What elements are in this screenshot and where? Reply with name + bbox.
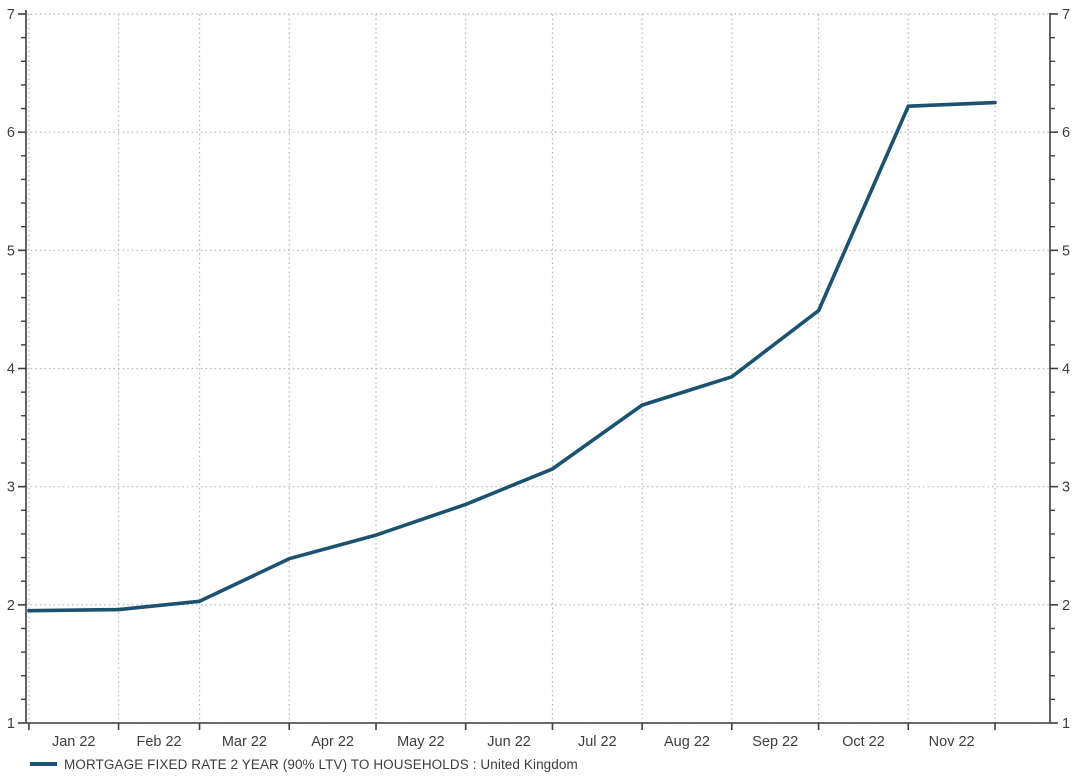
legend: MORTGAGE FIXED RATE 2 YEAR (90% LTV) TO … <box>30 756 578 772</box>
x-tick-label: Nov 22 <box>929 734 975 750</box>
x-tick-label: Jan 22 <box>52 734 96 750</box>
x-tick-label: Aug 22 <box>664 734 710 750</box>
y-tick-label-right: 4 <box>1062 362 1070 378</box>
y-tick-label-right: 3 <box>1062 480 1070 496</box>
y-tick-label-left: 2 <box>7 598 15 614</box>
x-tick-label: Jul 22 <box>578 734 617 750</box>
y-tick-label-right: 6 <box>1062 125 1070 141</box>
y-tick-label-left: 1 <box>7 716 15 732</box>
x-tick-label: May 22 <box>397 734 445 750</box>
y-tick-label-left: 5 <box>7 243 15 259</box>
x-tick-label: Oct 22 <box>842 734 885 750</box>
y-tick-label-right: 7 <box>1062 7 1070 23</box>
y-tick-label-right: 1 <box>1062 716 1070 732</box>
x-tick-label: Sep 22 <box>752 734 798 750</box>
y-tick-label-left: 7 <box>7 7 15 23</box>
legend-label: MORTGAGE FIXED RATE 2 YEAR (90% LTV) TO … <box>64 756 578 772</box>
x-tick-label: Feb 22 <box>136 734 181 750</box>
y-tick-label-left: 3 <box>7 480 15 496</box>
x-tick-label: Apr 22 <box>311 734 354 750</box>
y-tick-label-left: 6 <box>7 125 15 141</box>
legend-line-swatch <box>30 762 57 766</box>
x-tick-label: Jun 22 <box>487 734 531 750</box>
y-tick-label-left: 4 <box>7 362 15 378</box>
y-tick-label-right: 2 <box>1062 598 1070 614</box>
x-tick-label: Mar 22 <box>222 734 267 750</box>
series-line <box>27 100 997 613</box>
y-tick-label-right: 5 <box>1062 243 1070 259</box>
